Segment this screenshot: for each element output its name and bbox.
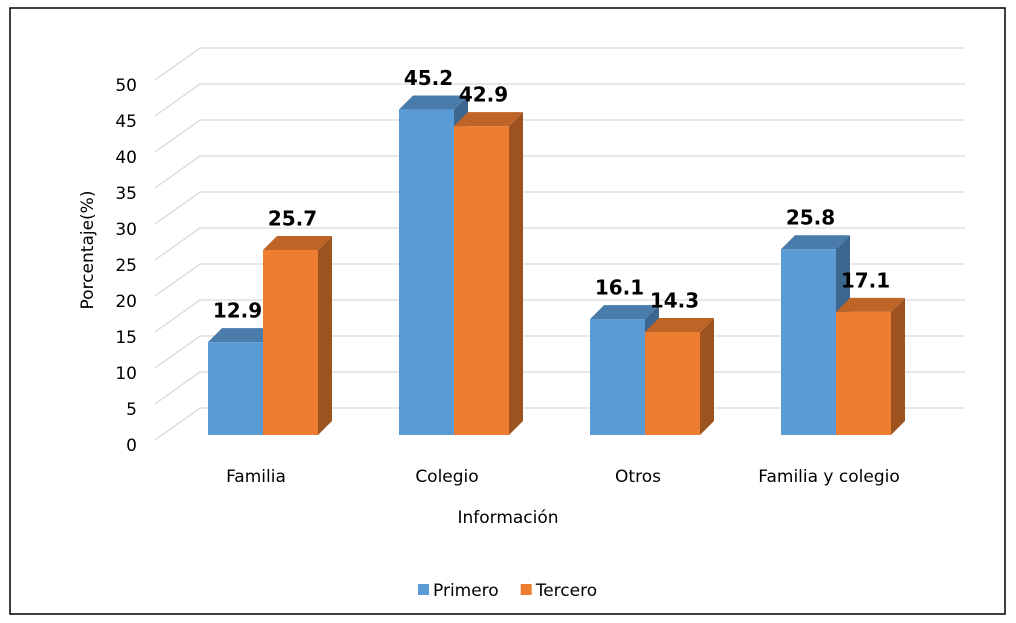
bar-side (700, 318, 714, 435)
bar-front (781, 249, 836, 435)
legend-swatch (418, 584, 429, 595)
bar-top (399, 95, 468, 110)
grid-line-side (154, 191, 201, 225)
bar-front (836, 311, 891, 435)
y-tick-label: 25 (115, 256, 137, 276)
grid-line-side (154, 119, 201, 153)
bar-top (645, 318, 714, 333)
value-label: 25.7 (268, 206, 317, 230)
bar-front (399, 109, 454, 435)
grid-line-side (154, 155, 201, 189)
legend-swatch (520, 584, 532, 595)
x-tick-label: Colegio (415, 467, 478, 487)
bar-top (836, 297, 905, 312)
bar (263, 235, 332, 435)
grid-line-side (154, 335, 201, 369)
x-tick-label: Familia y colegio (758, 467, 900, 487)
bar-front (645, 332, 700, 435)
bar (836, 297, 905, 435)
bar-front (263, 249, 318, 435)
value-label: 45.2 (404, 66, 453, 90)
legend-label: Primero (433, 581, 499, 601)
y-tick-label: 5 (126, 400, 137, 420)
grid-line-side (154, 47, 201, 81)
y-tick-label: 0 (126, 436, 137, 456)
value-label: 12.9 (213, 299, 262, 323)
y-tick-label: 45 (115, 112, 137, 132)
legend-label: Tercero (535, 581, 597, 601)
value-label: 16.1 (595, 276, 644, 300)
grid-line-side (154, 299, 201, 333)
value-label: 17.1 (841, 268, 890, 292)
y-tick-label: 50 (115, 76, 137, 96)
y-tick-label: 35 (115, 184, 137, 204)
bar-side (891, 297, 905, 435)
y-tick-label: 20 (115, 292, 137, 312)
bar-front (454, 126, 509, 436)
y-tick-label: 10 (115, 364, 137, 384)
bar-top (454, 112, 523, 127)
value-label: 42.9 (459, 83, 508, 107)
bar-top (590, 305, 659, 320)
y-tick-label: 30 (115, 220, 137, 240)
y-axis-title: Porcentaje(%) (78, 191, 98, 310)
grid-line-side (154, 407, 201, 441)
bar-front (590, 319, 645, 435)
bar-top (781, 235, 850, 250)
grid-line-side (154, 263, 201, 297)
x-tick-label: Familia (226, 467, 286, 487)
x-axis-title: Información (457, 508, 558, 528)
bar (645, 318, 714, 435)
bar-front (208, 342, 263, 435)
grid-line-side (154, 83, 201, 117)
bar-top (263, 235, 332, 250)
value-label: 25.8 (786, 206, 835, 230)
y-tick-label: 15 (115, 328, 137, 348)
bar-side (318, 235, 332, 435)
bar-side (509, 112, 523, 436)
grid-line-side (154, 371, 201, 405)
x-tick-label: Otros (615, 467, 661, 487)
y-tick-label: 40 (115, 148, 137, 168)
value-label: 14.3 (650, 289, 699, 313)
grid-line-side (154, 227, 201, 261)
bar (454, 112, 523, 436)
bar-top (208, 328, 277, 343)
